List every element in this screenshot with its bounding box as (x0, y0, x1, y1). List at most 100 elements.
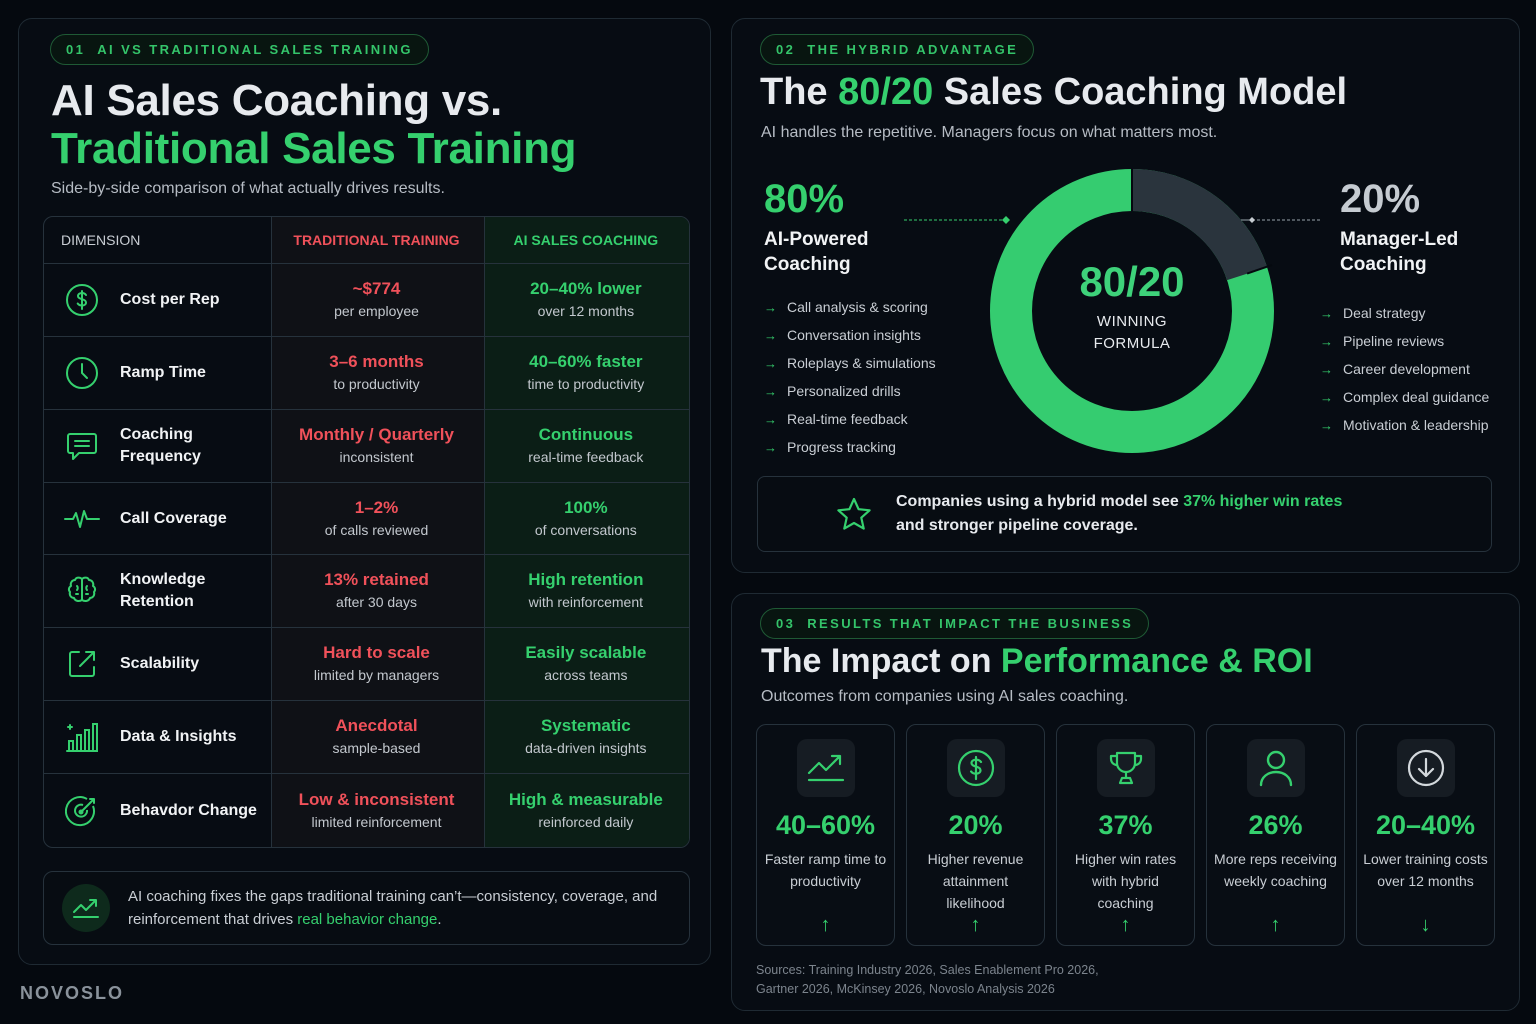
section-number: 01 (66, 42, 86, 57)
comparison-table: DIMENSION TRADITIONAL TRAINING AI SALES … (43, 216, 690, 848)
arrow-down-icon: ↓ (1420, 914, 1431, 936)
traditional-value: Anecdotal (335, 716, 418, 735)
chat-bubble-icon (64, 428, 100, 464)
arrow-right-icon: → (1320, 305, 1333, 321)
traditional-sub: of calls reviewed (324, 521, 429, 538)
metric-card: 20% Higher revenue attainment likelihood… (906, 724, 1045, 946)
subtitle: AI handles the repetitive. Managers focu… (761, 124, 1218, 141)
list-item: → Personalized drills (764, 383, 901, 399)
hybrid-callout: Companies using a hybrid model see 37% h… (757, 476, 1492, 552)
donut-center-label: WINNING FORMULA (1093, 313, 1171, 352)
table-row: Data & Insights Anecdotal sample-based Sy… (44, 701, 689, 774)
arrow-up-icon: ↑ (1120, 914, 1131, 936)
metric-card: 26% More reps receiving weekly coaching … (1206, 724, 1345, 946)
metric-card: 20–40% Lower training costs over 12 mont… (1356, 724, 1495, 946)
dollar-circle-icon (946, 739, 1005, 797)
section-number: 02 (776, 42, 796, 57)
list-item: → Complex deal guidance (1320, 389, 1490, 405)
brain-icon (64, 573, 100, 609)
section-tag: 01 AI VS TRADITIONAL SALES TRAINING (50, 34, 429, 65)
arrow-right-icon: → (1320, 333, 1333, 349)
bar-chart-icon (64, 719, 100, 755)
list-item: → Progress tracking (764, 439, 896, 455)
ai-block-title: AI-Powered Coaching (764, 229, 869, 275)
arrow-up-icon: ↑ (820, 914, 831, 936)
traditional-value: 3–6 months (329, 352, 424, 371)
dimension-label: Behavdor Change (120, 801, 257, 819)
sources-line: Sources: Training Industry 2026, Sales E… (756, 963, 1099, 977)
callout-text-end: and stronger pipeline coverage. (896, 517, 1138, 534)
section-label: THE HYBRID ADVANTAGE (807, 42, 1019, 57)
list-item: → Career development (1320, 361, 1470, 377)
dimension-label: Data & Insights (120, 728, 237, 745)
metric-cards: 40–60% Faster ramp time to productivity … (756, 724, 1495, 946)
manager-percent: 20% (1340, 177, 1421, 221)
ai-value: 20–40% lower (530, 279, 642, 298)
section-label: AI VS TRADITIONAL SALES TRAINING (97, 42, 413, 57)
metric-card: 40–60% Faster ramp time to productivity … (756, 724, 895, 946)
page-title: AI Sales Coaching vs. Traditional Sales … (51, 76, 577, 173)
ai-value: 40–60% faster (529, 352, 643, 371)
list-item: → Motivation & leadership (1320, 417, 1489, 433)
metric-value: 20–40% (1375, 810, 1476, 840)
manager-feature-list: → Deal strategy → Pipeline reviews → Career… (1320, 299, 1489, 439)
callout-highlight: 37% higher win rates (1183, 493, 1343, 510)
brand-logo: NOVOSLO (20, 983, 125, 1003)
list-item: → Pipeline reviews (1320, 333, 1445, 349)
ai-sub: of conversations (534, 521, 637, 538)
list-item: → Deal strategy (1320, 305, 1426, 321)
traditional-sub: to productivity (333, 376, 420, 392)
sources-line: Gartner 2026, McKinsey 2026, Novoslo Ana… (756, 982, 1055, 996)
ai-value: High & measurable (508, 789, 663, 809)
section-number: 03 (776, 616, 796, 631)
dimension-label: Ramp Time (120, 364, 206, 381)
title-highlight: Performance & ROI (1000, 642, 1313, 680)
dimension-label: Cost per Rep (120, 291, 220, 308)
title-part: Sales Coaching Model (933, 71, 1348, 113)
traditional-sub: limited reinforcement (311, 813, 442, 830)
metric-value: 20% (948, 810, 1003, 840)
dollar-circle-icon (64, 282, 100, 318)
dimension-label: Scalability (120, 655, 200, 672)
donut-center: 80/20 WINNING FORMULA (990, 169, 1274, 453)
donut-center-value: 80/20 (1079, 258, 1185, 305)
table-row: Cost per Rep ~$774 per employee 20–40% lo… (44, 264, 689, 337)
sources-footnote: Sources: Training Industry 2026, Sales E… (756, 961, 1099, 999)
table-row: Call Coverage 1–2% of calls reviewed 100%… (44, 483, 689, 555)
title-line-2: Traditional Sales Training (51, 124, 577, 173)
section-tag: 03 RESULTS THAT IMPACT THE BUSINESS (760, 608, 1150, 639)
arrow-right-icon: → (1320, 417, 1333, 433)
dimension-label: Knowledge Retention (120, 571, 206, 610)
ai-value: 100% (564, 497, 608, 517)
title-line-1: AI Sales Coaching vs. (51, 76, 502, 125)
list-item: → Real-time feedback (764, 411, 908, 427)
metric-desc: Higher win rates with hybrid coaching (1074, 851, 1177, 911)
traditional-value: Low & inconsistent (298, 789, 455, 809)
traditional-sub: inconsistent (339, 449, 414, 465)
target-icon (64, 793, 100, 829)
arrow-right-icon: → (1320, 361, 1333, 377)
subtitle: Side-by-side comparison of what actually… (51, 180, 445, 197)
comparison-panel: 01 AI VS TRADITIONAL SALES TRAINING AI S… (18, 18, 711, 965)
trophy-icon (1096, 739, 1155, 797)
callout-text-end: . (437, 911, 442, 928)
title-highlight: 80/20 (838, 71, 934, 113)
table-row: Scalability Hard to scale limited by mana… (44, 628, 689, 701)
subtitle: Outcomes from companies using AI sales c… (761, 688, 1129, 705)
pulse-icon (64, 501, 100, 537)
section-tag: 02 THE HYBRID ADVANTAGE (760, 34, 1035, 65)
callout-text: Companies using a hybrid model see 37% h… (896, 490, 1342, 538)
manager-block-title: Manager-Led Coaching (1340, 229, 1459, 275)
header-ai: AI SALES COACHING (513, 232, 659, 248)
traditional-value: ~$774 (352, 279, 401, 298)
traditional-value: Monthly / Quarterly (299, 425, 454, 444)
ai-connector-line (904, 216, 1010, 224)
arrow-right-icon: → (764, 355, 777, 371)
ai-value: Easily scalable (525, 643, 647, 662)
metric-value: 40–60% (775, 810, 876, 840)
arrow-right-icon: → (764, 299, 777, 315)
table-row: Coaching Frequency Monthly / Quarterly in… (44, 410, 689, 483)
list-item: → Conversation insights (764, 327, 921, 343)
callout-text: AI coaching fixes the gaps traditional t… (128, 885, 668, 931)
traditional-sub: per employee (334, 303, 419, 319)
